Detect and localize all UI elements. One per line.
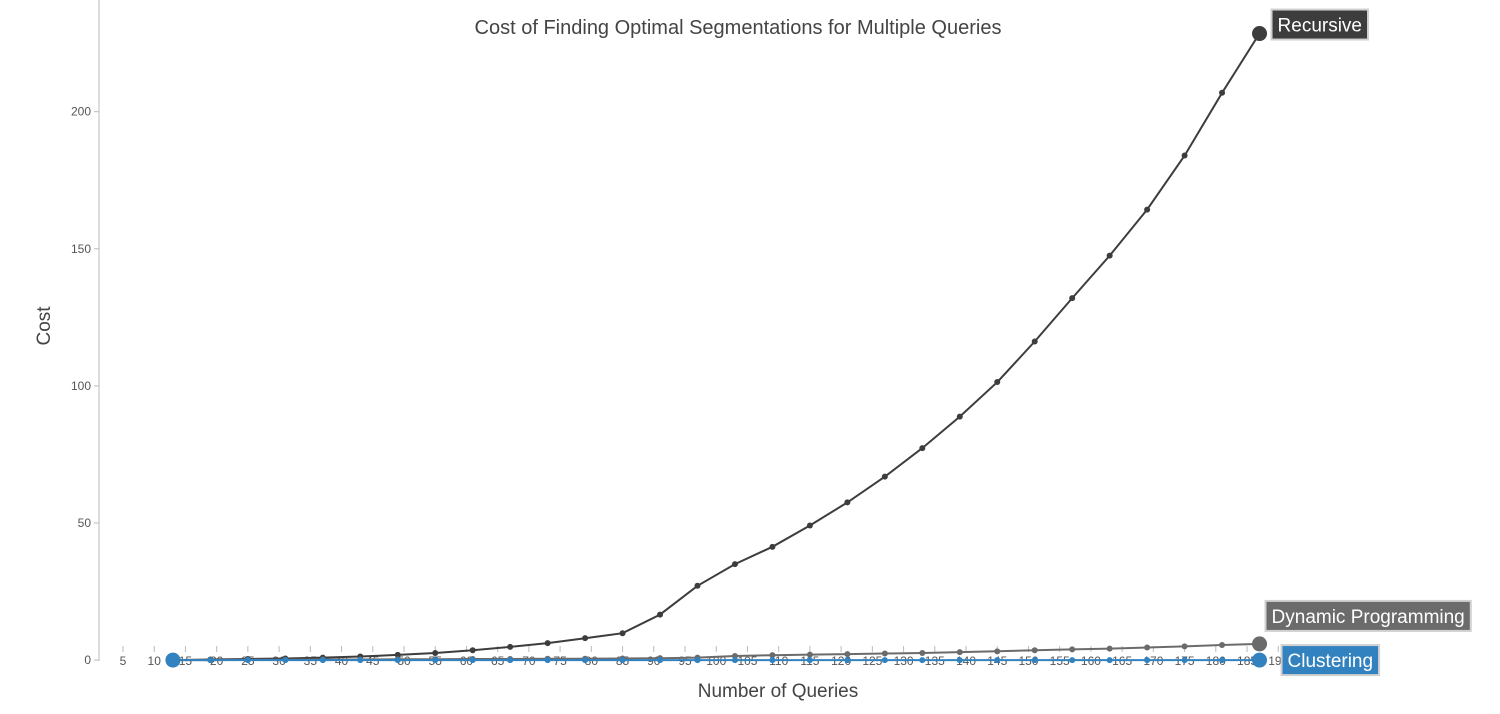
data-point-clustering	[844, 657, 851, 664]
y-tick-label: 50	[78, 516, 92, 530]
plot-area	[165, 26, 1268, 668]
data-point-dynamic-programming	[1219, 642, 1226, 649]
data-point-recursive	[1106, 252, 1113, 259]
data-point-clustering	[1219, 657, 1226, 664]
data-point-dynamic-programming	[1181, 643, 1188, 650]
data-point-recursive	[544, 640, 551, 647]
series-label-box	[1264, 599, 1472, 632]
data-point-dynamic-programming	[1069, 646, 1076, 653]
data-point-clustering	[165, 652, 181, 668]
data-point-clustering	[956, 657, 963, 664]
data-point-clustering	[1181, 657, 1188, 664]
series-label-text: Recursive	[1278, 16, 1362, 37]
data-point-recursive	[1219, 89, 1226, 96]
data-point-clustering	[357, 657, 364, 664]
data-point-clustering	[694, 657, 701, 664]
data-point-recursive	[881, 473, 888, 480]
data-point-dynamic-programming	[1106, 645, 1113, 652]
data-point-dynamic-programming	[1144, 644, 1151, 651]
data-point-recursive	[769, 543, 776, 550]
data-point-clustering	[244, 657, 251, 664]
data-point-recursive	[844, 499, 851, 506]
series-end-point-dynamic-programming	[1252, 636, 1268, 652]
data-point-clustering	[994, 657, 1001, 664]
data-point-dynamic-programming	[844, 651, 851, 658]
data-point-recursive	[432, 649, 439, 656]
x-tick-label: 10	[148, 654, 162, 668]
y-tick-label: 0	[84, 653, 91, 667]
data-point-recursive	[657, 611, 664, 618]
data-point-clustering	[731, 657, 738, 664]
y-axis-label: Cost	[34, 306, 55, 346]
data-point-clustering	[507, 657, 514, 664]
data-point-recursive	[956, 413, 963, 420]
series-label-text: Dynamic Programming	[1272, 607, 1465, 628]
data-point-recursive	[1181, 152, 1188, 159]
data-point-clustering	[469, 657, 476, 664]
data-point-clustering	[919, 657, 926, 664]
data-point-recursive	[919, 445, 926, 452]
data-point-clustering	[1031, 657, 1038, 664]
data-point-dynamic-programming	[769, 652, 776, 659]
data-point-clustering	[394, 657, 401, 664]
data-point-clustering	[806, 657, 813, 664]
y-tick-label: 150	[71, 242, 91, 256]
data-point-recursive	[469, 647, 476, 654]
data-point-recursive	[394, 651, 401, 658]
data-point-clustering	[769, 657, 776, 664]
series-end-point-clustering	[1252, 652, 1268, 668]
series-label-recursive: Recursive	[1270, 8, 1370, 41]
data-point-dynamic-programming	[731, 652, 738, 659]
data-point-clustering	[657, 657, 664, 664]
data-point-dynamic-programming	[881, 650, 888, 657]
x-axis-label: Number of Queries	[698, 681, 859, 702]
series-labels: Recursive Dynamic Programming Clustering	[1264, 8, 1472, 677]
data-point-clustering	[1106, 657, 1113, 664]
data-point-recursive	[1144, 206, 1151, 213]
chart-title: Cost of Finding Optimal Segmentations fo…	[475, 17, 1002, 39]
data-point-dynamic-programming	[956, 649, 963, 656]
data-point-dynamic-programming	[1031, 647, 1038, 654]
series-label-text: Clustering	[1288, 651, 1374, 672]
series-label-box	[1270, 8, 1370, 41]
data-point-dynamic-programming	[919, 649, 926, 656]
data-point-clustering	[881, 657, 888, 664]
data-point-clustering	[1069, 657, 1076, 664]
data-point-dynamic-programming	[806, 651, 813, 658]
series-label-clustering: Clustering	[1280, 644, 1381, 677]
data-point-clustering	[319, 657, 326, 664]
data-point-clustering	[207, 657, 214, 664]
data-point-clustering	[619, 657, 626, 664]
data-point-clustering	[282, 657, 289, 664]
data-point-recursive	[994, 379, 1001, 386]
data-point-recursive	[694, 582, 701, 589]
y-tick-label: 200	[71, 105, 91, 119]
series-end-point-recursive	[1252, 26, 1268, 42]
data-point-dynamic-programming	[994, 648, 1001, 655]
data-point-recursive	[582, 635, 589, 642]
data-point-recursive	[507, 643, 514, 650]
data-point-recursive	[1069, 295, 1076, 302]
data-point-clustering	[432, 657, 439, 664]
series-label-box	[1280, 644, 1381, 677]
data-point-clustering	[1144, 657, 1151, 664]
series-line-recursive	[172, 32, 1261, 662]
y-tick-label: 100	[71, 379, 91, 393]
series-recursive	[169, 26, 1268, 664]
data-point-clustering	[582, 657, 589, 664]
x-tick-label: 5	[120, 654, 127, 668]
data-point-clustering	[544, 657, 551, 664]
data-point-recursive	[1031, 338, 1038, 345]
data-point-recursive	[806, 522, 813, 529]
series-clustering	[165, 652, 1268, 668]
y-axis: 0 50 100 150 200	[71, 105, 99, 667]
series-label-dynamic-programming: Dynamic Programming	[1264, 599, 1472, 632]
data-point-recursive	[731, 561, 738, 568]
data-point-recursive	[619, 630, 626, 637]
